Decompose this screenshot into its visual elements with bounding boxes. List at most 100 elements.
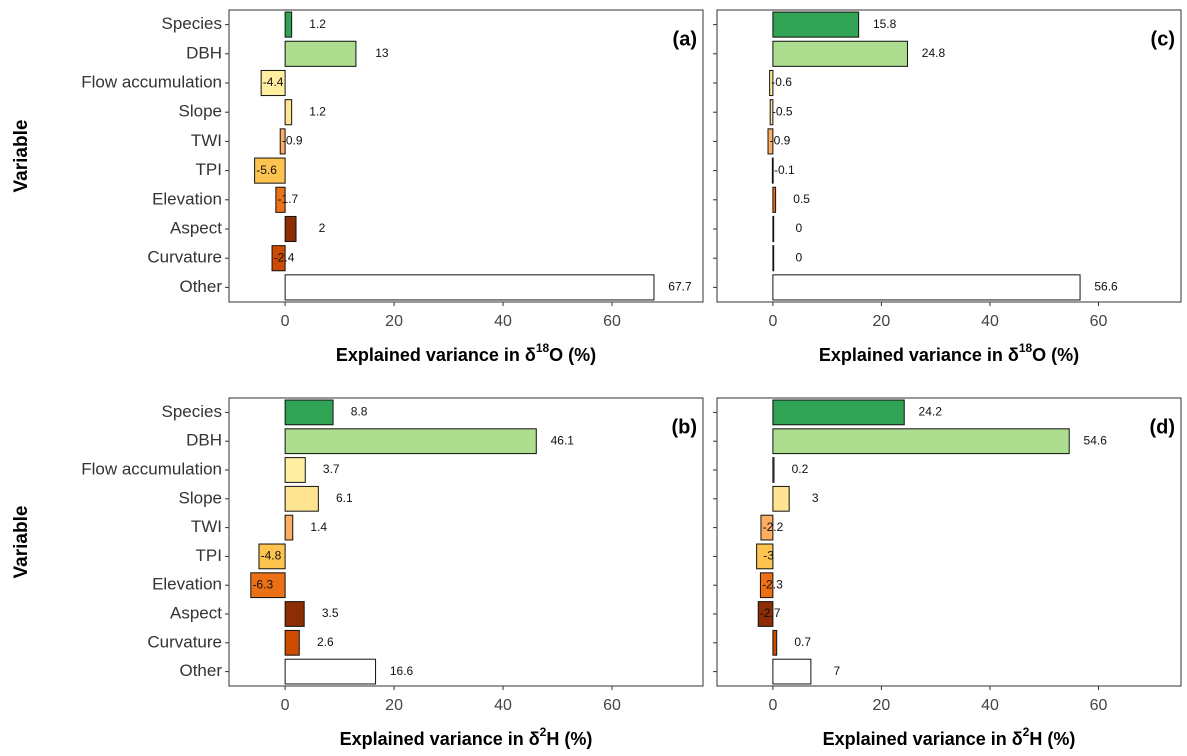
bar	[275, 186, 286, 213]
panel-label: (b)	[671, 416, 697, 438]
y-tick-label: Flow accumulation	[81, 459, 222, 478]
y-tick-label: Other	[179, 277, 222, 296]
x-tick-label: 60	[1090, 697, 1108, 714]
y-tick-label: TPI	[196, 546, 222, 565]
bar	[284, 485, 319, 512]
value-label: -0.9	[282, 134, 303, 148]
x-tick-label: 20	[385, 313, 403, 330]
value-label: 15.8	[873, 17, 897, 31]
y-tick-label: TWI	[191, 517, 222, 536]
y-axis-title: Variable	[11, 120, 32, 193]
y-tick-label: Aspect	[170, 218, 222, 237]
panel: 0 20 40 60 Explained variance in δ18O (%) (c)…	[713, 9, 1182, 365]
bar	[254, 157, 286, 184]
value-label: 7	[834, 664, 841, 678]
y-tick-label: Species	[162, 402, 222, 421]
panel: 0 20 40 60 Explained variance in δ2H (%) Vari…	[11, 397, 704, 749]
y-tick-label: Slope	[179, 102, 222, 121]
y-tick-label: Curvature	[147, 632, 222, 651]
y-tick-label: Slope	[179, 488, 222, 507]
x-axis-title-part: Explained variance in δ	[336, 345, 536, 365]
panel-border	[716, 9, 1182, 303]
bar	[772, 245, 775, 272]
x-axis-title-part: 2	[540, 725, 547, 739]
y-tick-label: Flow accumulation	[81, 72, 222, 91]
value-label: 46.1	[551, 433, 575, 447]
x-tick-label: 40	[981, 697, 999, 714]
bar	[284, 99, 293, 126]
panel-label: (c)	[1151, 28, 1175, 50]
x-tick-label: 0	[281, 697, 290, 714]
panel-label: (a)	[673, 28, 697, 50]
x-tick-label: 60	[603, 697, 621, 714]
y-tick-label: Species	[162, 14, 222, 33]
value-label: -0.9	[770, 134, 791, 148]
value-label: -6.3	[252, 577, 273, 591]
panel-label: (d)	[1149, 416, 1175, 438]
bar	[258, 543, 286, 570]
bar	[772, 11, 860, 38]
bar	[760, 514, 774, 541]
value-label: 1.4	[310, 520, 327, 534]
value-label: 1.2	[309, 17, 326, 31]
bar	[279, 128, 286, 155]
value-label: 13	[375, 46, 389, 60]
bar	[772, 629, 778, 656]
x-tick-label: 0	[281, 313, 290, 330]
x-tick-label: 0	[768, 313, 777, 330]
x-axis-title-part: Explained variance in δ	[819, 345, 1019, 365]
x-axis-title-part: H (%)	[546, 729, 592, 749]
x-tick-label: 40	[981, 313, 999, 330]
y-tick-label: TWI	[191, 131, 222, 150]
y-tick-label: Elevation	[152, 189, 222, 208]
y-tick-label: Aspect	[170, 603, 222, 622]
bar	[771, 157, 774, 184]
bar	[284, 629, 300, 656]
value-label: -2.3	[762, 577, 783, 591]
bar	[772, 399, 905, 426]
value-label: 24.8	[922, 46, 946, 60]
bar	[772, 658, 812, 685]
value-label: 24.2	[919, 405, 943, 419]
value-label: 3	[812, 491, 819, 505]
value-label: -2.4	[274, 250, 295, 264]
bar	[284, 514, 294, 541]
x-tick-label: 60	[603, 313, 621, 330]
x-axis-title: Explained variance in δ18O (%)	[819, 341, 1079, 365]
value-label: -0.6	[771, 75, 792, 89]
x-axis-title-part: Explained variance in δ	[823, 729, 1023, 749]
bar	[767, 128, 774, 155]
bar	[756, 543, 774, 570]
bar	[772, 215, 775, 243]
value-label: 8.8	[351, 405, 368, 419]
bar	[772, 186, 777, 213]
value-label: 0	[796, 250, 803, 264]
value-label: -2.7	[760, 606, 781, 620]
bar	[759, 572, 774, 599]
x-axis-title-part: 2	[1023, 725, 1030, 739]
y-tick-label: Elevation	[152, 575, 222, 594]
x-axis-title-part: O (%)	[549, 345, 596, 365]
panel-border	[228, 397, 704, 687]
value-label: 0.7	[794, 635, 811, 649]
value-label: 6.1	[336, 491, 353, 505]
value-label: 67.7	[668, 280, 692, 294]
y-tick-label: DBH	[186, 431, 222, 450]
bar	[772, 457, 775, 483]
value-label: 3.5	[322, 606, 339, 620]
value-label: -3	[763, 549, 774, 563]
x-axis-title-part: Explained variance in δ	[340, 729, 540, 749]
y-axis-title: Variable	[11, 506, 32, 579]
x-tick-label: 60	[1090, 313, 1108, 330]
bar	[284, 399, 334, 426]
bar	[772, 428, 1070, 455]
value-label: 56.6	[1094, 280, 1118, 294]
y-tick-label: Other	[179, 661, 222, 680]
x-axis-title-part: H (%)	[1029, 729, 1075, 749]
x-tick-label: 0	[768, 697, 777, 714]
y-tick-label: DBH	[186, 43, 222, 62]
x-tick-label: 20	[873, 697, 891, 714]
value-label: -5.6	[256, 163, 277, 177]
bar	[260, 69, 286, 97]
